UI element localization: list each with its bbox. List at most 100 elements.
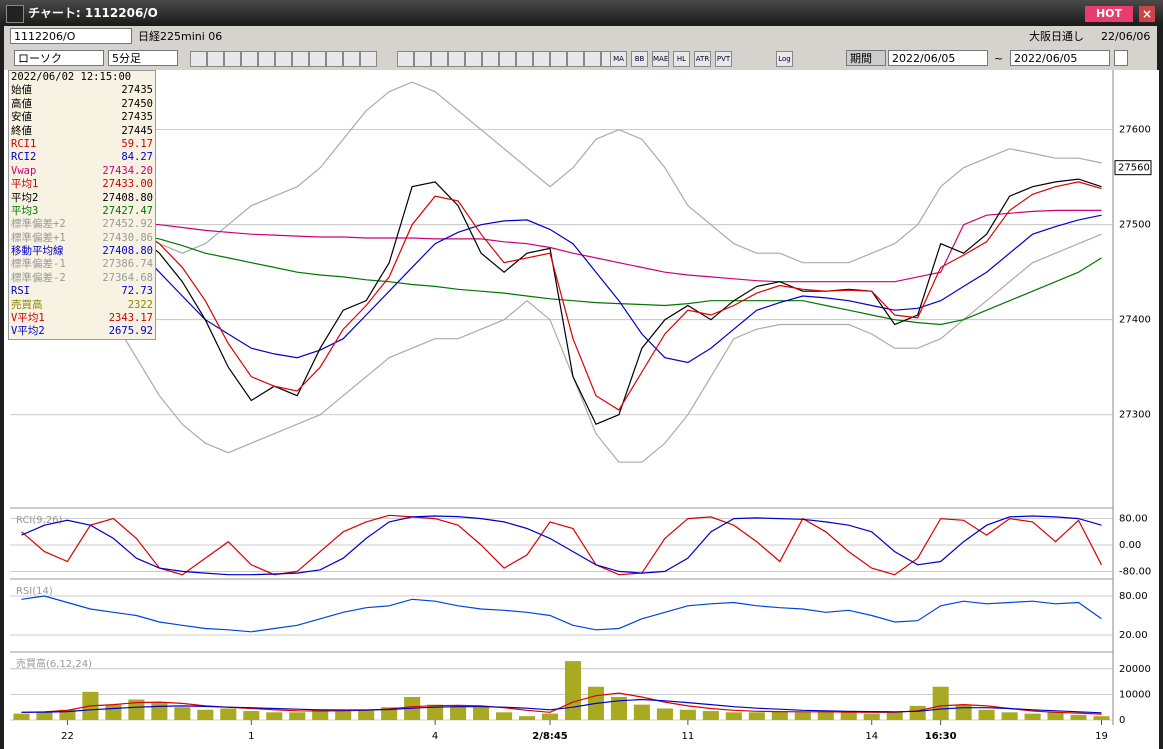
volume-bar (381, 707, 398, 720)
tool-button[interactable] (448, 51, 465, 67)
info-row: 売買高 2322 (9, 299, 155, 312)
volume-bar (863, 713, 880, 720)
volume-bar (541, 713, 559, 720)
info-label: 移動平均線 (11, 245, 64, 258)
tool-button[interactable]: BB (631, 51, 648, 67)
volume-bar (564, 661, 582, 720)
info-row: 標準偏差+2 27452.92 (9, 218, 155, 231)
volume-bar (496, 712, 513, 720)
x-tick-label: 11 (682, 731, 695, 742)
info-row: V平均2 2675.92 (9, 325, 155, 338)
tool-button[interactable] (414, 51, 431, 67)
tool-button[interactable] (482, 51, 499, 67)
tool-button[interactable] (465, 51, 482, 67)
y-tick-label: 10000 (1119, 689, 1151, 700)
close-button[interactable]: × (1139, 6, 1155, 22)
panel-title: RSI(14) (16, 586, 53, 597)
from-date[interactable]: 2022/06/05 (888, 50, 988, 66)
volume-bar (1047, 712, 1064, 720)
volume-bar (771, 711, 788, 720)
volume-bar (978, 709, 995, 720)
date: 22/06/06 (1101, 30, 1151, 43)
tool-button[interactable]: HL (673, 51, 690, 67)
volume-bar (633, 704, 650, 720)
tool-button[interactable]: Log (776, 51, 793, 67)
volume-bar (1070, 714, 1087, 720)
tool-button[interactable] (550, 51, 567, 67)
info-row: 始値 27435 (9, 84, 155, 97)
volume-bar (656, 708, 673, 720)
y-tick-label: 0 (1119, 715, 1125, 726)
info-row: 平均2 27408.80 (9, 192, 155, 205)
current-price: 27560 (1118, 163, 1150, 174)
info-value: 27427.47 (102, 204, 153, 217)
tool-button[interactable] (533, 51, 550, 67)
info-value: 27364.68 (102, 271, 153, 284)
tool-button[interactable] (360, 51, 377, 67)
tool-button[interactable] (499, 51, 516, 67)
info-value: 72.73 (121, 285, 153, 298)
tool-button[interactable] (190, 51, 207, 67)
volume-bar (105, 704, 122, 720)
info-label: V平均2 (11, 325, 45, 338)
chart-background (4, 70, 1159, 749)
info-value: 2675.92 (108, 325, 153, 338)
tool-button[interactable] (258, 51, 275, 67)
tool-button[interactable]: ATR (694, 51, 711, 67)
period-button[interactable]: 期間 (846, 50, 886, 66)
tilde: ~ (994, 52, 1004, 65)
info-value: 27433.00 (102, 178, 153, 191)
current-price-box (1114, 160, 1152, 176)
tool-button[interactable]: MA (610, 51, 627, 67)
tool-button[interactable] (241, 51, 258, 67)
volume-bar (1001, 712, 1018, 720)
tool-button[interactable] (567, 51, 584, 67)
tool-button[interactable]: MAE (652, 51, 669, 67)
series-line (21, 219, 1102, 326)
tool-button[interactable]: PVT (715, 51, 732, 67)
tool-button[interactable] (343, 51, 360, 67)
chart-kind-select[interactable]: ローソク (14, 50, 104, 66)
info-row: 標準偏差-1 27386.74 (9, 258, 155, 271)
tool-button[interactable] (292, 51, 309, 67)
y-tick-label: 27500 (1119, 220, 1151, 231)
title-bar: チャート: 1112206/O HOT × (0, 0, 1163, 26)
window-title: チャート: 1112206/O (28, 6, 158, 20)
hot-button[interactable]: HOT (1085, 6, 1133, 22)
volume-bar (748, 712, 765, 720)
to-date[interactable]: 2022/06/05 (1010, 50, 1110, 66)
info-row: 安値 27435 (9, 111, 155, 124)
info-row: V平均1 2343.17 (9, 312, 155, 325)
tool-button[interactable] (326, 51, 343, 67)
y-tick-label: 27300 (1119, 410, 1151, 421)
series-line (21, 514, 1103, 576)
tool-button[interactable] (516, 51, 533, 67)
info-row: 平均3 27427.47 (9, 205, 155, 218)
tool-button[interactable] (431, 51, 448, 67)
info-label: 高値 (11, 97, 32, 110)
info-row: 平均1 27433.00 (9, 178, 155, 191)
tool-button[interactable] (584, 51, 601, 67)
tool-button[interactable] (275, 51, 292, 67)
info-row: 標準偏差-2 27364.68 (9, 272, 155, 285)
tool-button[interactable] (309, 51, 326, 67)
checkbox[interactable] (1114, 50, 1128, 66)
chart-area: 27300 27400 27500 27600 27560 80.00 0.00 -80.00… (4, 70, 1159, 749)
info-label: 平均2 (11, 191, 39, 204)
volume-bar (220, 708, 237, 720)
volume-bar (312, 709, 329, 720)
volume-bar (450, 705, 467, 720)
interval-select[interactable]: 5分足 (108, 50, 178, 66)
info-value: 27408.80 (102, 191, 153, 204)
series-line (21, 178, 1102, 425)
volume-bar (840, 712, 857, 720)
tool-button[interactable] (397, 51, 414, 67)
info-row: Vwap 27434.20 (9, 165, 155, 178)
volume-bar (13, 713, 30, 720)
tool-button[interactable] (224, 51, 241, 67)
symbol-field[interactable]: 1112206/O (10, 28, 132, 44)
info-time: 2022/06/02 12:15:00 (11, 71, 132, 83)
tool-button[interactable] (207, 51, 224, 67)
volume-bar (932, 686, 949, 720)
volume-bar (725, 712, 742, 720)
